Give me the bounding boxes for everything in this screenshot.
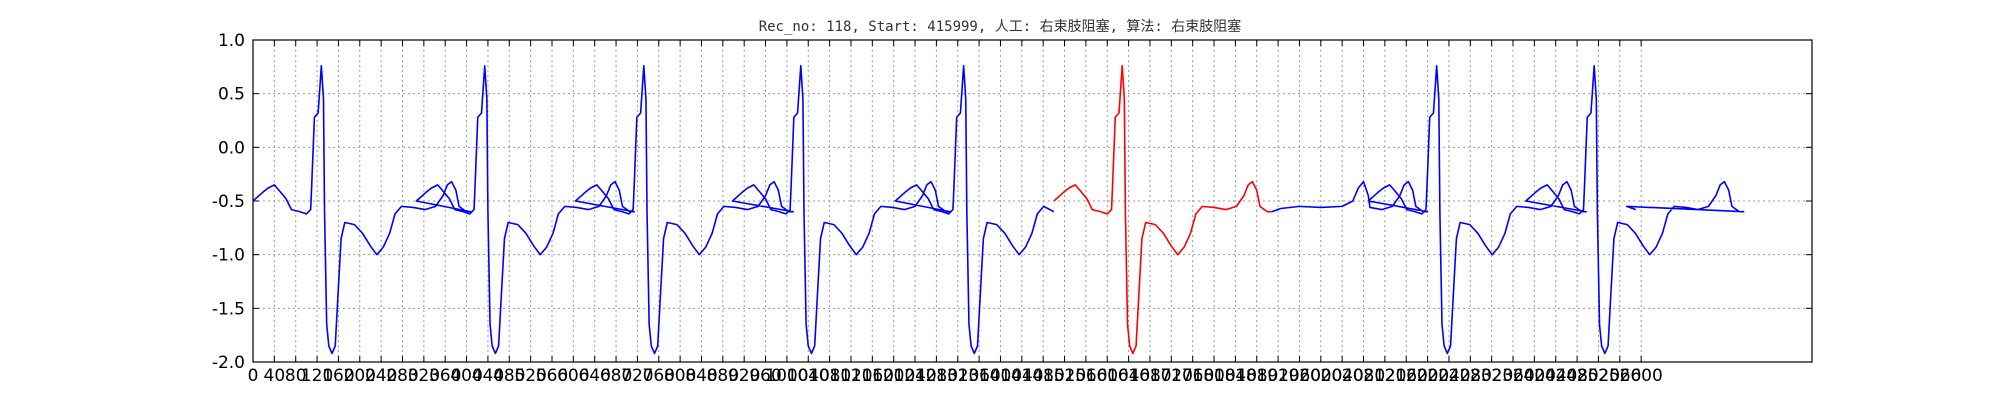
x-tick-label: 1080 — [808, 366, 851, 386]
x-tick-label: 160 — [322, 366, 354, 386]
x-tick-label: 840 — [685, 366, 717, 386]
x-tick-label: 880 — [707, 366, 739, 386]
x-tick-label: 640 — [578, 366, 610, 386]
x-tick-label: 120 — [301, 366, 333, 386]
x-tick-label: 360 — [429, 366, 461, 386]
x-tick-label: 720 — [621, 366, 653, 386]
x-tick-label: 2480 — [1555, 366, 1598, 386]
x-tick-label: 2280 — [1449, 366, 1492, 386]
x-tick-label: 1480 — [1022, 366, 1065, 386]
y-tick-label: -1.5 — [212, 299, 245, 319]
x-tick-label: 800 — [664, 366, 696, 386]
x-tick-label: 1200 — [872, 366, 915, 386]
x-tick-label: 920 — [728, 366, 760, 386]
x-tick-label: 80 — [285, 366, 307, 386]
chart-title: Rec_no: 118, Start: 415999, 人工: 右束肢阻塞, 算… — [759, 18, 1242, 35]
x-tick-label: 2160 — [1385, 366, 1428, 386]
x-tick-label: 600 — [557, 366, 589, 386]
x-tick-label: 2080 — [1342, 366, 1385, 386]
x-axis-ticks: 0 40 8012016020024028032036040044048052056… — [248, 40, 1663, 386]
x-tick-label: 40 — [264, 366, 286, 386]
x-tick-label: 1040 — [787, 366, 830, 386]
x-tick-label: 0 — [248, 366, 259, 386]
x-tick-label: 2400 — [1513, 366, 1556, 386]
x-tick-label: 1640 — [1107, 366, 1150, 386]
ecg-series-normal — [1271, 64, 1745, 355]
x-tick-label: 1920 — [1256, 366, 1299, 386]
x-tick-label: 1400 — [979, 366, 1022, 386]
x-tick-label: 280 — [386, 366, 418, 386]
ecg-series-normal — [252, 64, 1055, 355]
y-tick-label: -1.0 — [212, 246, 245, 266]
x-tick-label: 520 — [514, 366, 546, 386]
x-tick-label: 1440 — [1000, 366, 1043, 386]
x-tick-label: 1760 — [1171, 366, 1214, 386]
x-tick-label: 1240 — [893, 366, 936, 386]
x-tick-label: 1280 — [915, 366, 958, 386]
x-tick-label: 2560 — [1598, 366, 1641, 386]
x-tick-label: 1320 — [936, 366, 979, 386]
ecg-series-highlight — [1053, 64, 1272, 355]
x-tick-label: 240 — [365, 366, 397, 386]
x-tick-label: 320 — [408, 366, 440, 386]
y-tick-label: -2.0 — [212, 353, 245, 373]
x-tick-label: 440 — [472, 366, 504, 386]
y-tick-label: 0.0 — [218, 138, 245, 158]
series-layer — [252, 64, 1745, 355]
x-tick-label: 1600 — [1086, 366, 1129, 386]
x-tick-label: 1720 — [1150, 366, 1193, 386]
y-tick-label: 0.5 — [218, 85, 245, 105]
x-tick-label: 1880 — [1235, 366, 1278, 386]
x-tick-label: 1160 — [851, 366, 894, 386]
x-tick-label: 2240 — [1427, 366, 1470, 386]
x-tick-label: 2440 — [1534, 366, 1577, 386]
x-tick-label: 1520 — [1043, 366, 1086, 386]
x-tick-label: 1120 — [829, 366, 872, 386]
x-tick-label: 2040 — [1321, 366, 1364, 386]
x-tick-label: 760 — [643, 366, 675, 386]
x-tick-label: 1360 — [957, 366, 1000, 386]
x-tick-label: 1800 — [1192, 366, 1235, 386]
x-tick-label: 480 — [493, 366, 525, 386]
x-tick-label: 2000 — [1299, 366, 1342, 386]
x-tick-label: 1560 — [1064, 366, 1107, 386]
x-tick-label: 1840 — [1214, 366, 1257, 386]
y-tick-label: 1.0 — [218, 31, 245, 51]
x-tick-label: 2200 — [1406, 366, 1449, 386]
grid-lines — [252, 39, 1812, 363]
x-tick-label: 400 — [450, 366, 482, 386]
x-tick-label: 2600 — [1620, 366, 1663, 386]
x-tick-label: 680 — [600, 366, 632, 386]
x-tick-label: 1960 — [1278, 366, 1321, 386]
x-tick-label: 2360 — [1491, 366, 1534, 386]
y-axis-ticks: 1.0 0.5 0.0 -0.5 -1.0 -1.5 -2.0 — [212, 31, 1812, 373]
y-tick-label: -0.5 — [212, 192, 245, 212]
x-tick-label: 2120 — [1363, 366, 1406, 386]
x-tick-label: 1680 — [1128, 366, 1171, 386]
x-tick-label: 200 — [344, 366, 376, 386]
x-tick-label: 2320 — [1470, 366, 1513, 386]
x-tick-label: 1000 — [765, 366, 808, 386]
x-tick-label: 960 — [749, 366, 781, 386]
x-tick-label: 560 — [536, 366, 568, 386]
x-tick-label: 2520 — [1577, 366, 1620, 386]
